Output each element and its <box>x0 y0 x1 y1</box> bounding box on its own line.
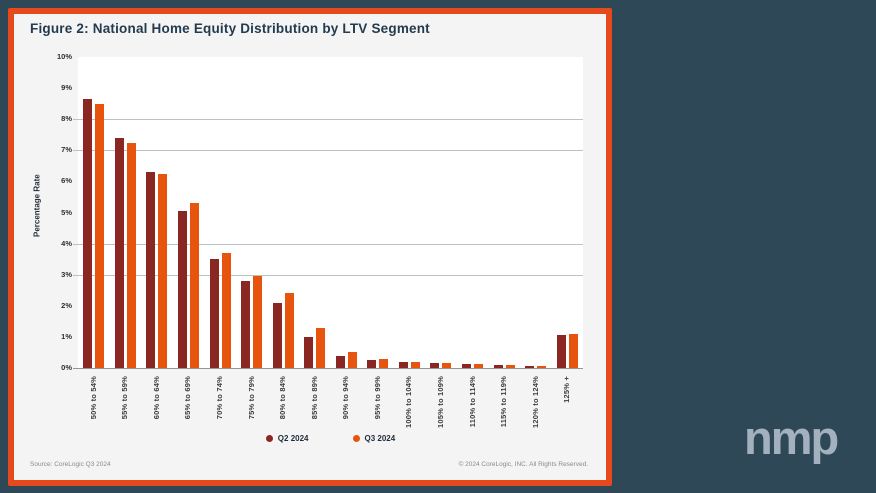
bar-q2-2024-1 <box>114 137 124 368</box>
x-tick-label: 55% to 59% <box>120 376 130 420</box>
legend-dot-icon <box>265 435 273 442</box>
y-tick-label: 3% <box>61 269 72 279</box>
legend: Q2 2024 Q3 2024 <box>78 434 583 443</box>
x-tick-label: 125% + <box>562 376 572 403</box>
y-tick-label: 9% <box>61 83 72 93</box>
nmp-logo: nmp <box>744 411 839 464</box>
y-tick-label: 1% <box>61 331 72 341</box>
bar-q2-2024-15 <box>556 335 566 368</box>
bar-q2-2024-14 <box>525 365 535 368</box>
y-tick-label: 10% <box>56 52 72 61</box>
y-tick-label: 7% <box>61 145 72 155</box>
x-tick-label: 65% to 69% <box>183 376 193 420</box>
legend-label: Q2 2024 <box>277 434 309 443</box>
x-tick-label: 100% to 104% <box>404 376 414 429</box>
bar-q2-2024-0 <box>83 99 93 368</box>
x-tick-label: 60% to 64% <box>151 376 161 420</box>
x-tick-label: 110% to 114% <box>467 376 477 428</box>
x-tick-label: 85% to 89% <box>309 376 319 420</box>
x-tick-label: 120% to 124% <box>530 376 540 429</box>
gridline-7 <box>73 150 583 152</box>
y-tick-label: 2% <box>61 300 72 310</box>
bar-q3-2024-0 <box>95 103 105 368</box>
x-tick-label: 105% to 109% <box>435 376 445 429</box>
x-tick-label: 70% to 74% <box>215 376 225 420</box>
gridline-3 <box>73 274 583 276</box>
x-tick-label: 75% to 79% <box>246 376 256 420</box>
bar-q2-2024-4 <box>209 259 219 368</box>
y-tick-label: 4% <box>61 238 72 248</box>
x-tick-label: 115% to 119% <box>499 376 509 428</box>
legend-item-q3-2024: Q3 2024 <box>352 434 396 443</box>
bar-q3-2024-2 <box>158 173 168 368</box>
bar-q2-2024-2 <box>146 172 156 368</box>
bar-q3-2024-15 <box>568 333 578 368</box>
bar-q2-2024-3 <box>177 210 187 368</box>
gridline-8 <box>73 119 583 121</box>
x-tick-label: 95% to 99% <box>372 376 382 420</box>
source-note: Source: CoreLogic Q3 2024 <box>30 461 111 468</box>
legend-dot-icon <box>352 435 360 442</box>
bar-q2-2024-11 <box>430 363 440 368</box>
bar-q3-2024-9 <box>379 359 389 368</box>
y-tick-label: 6% <box>61 176 72 186</box>
x-axis-baseline <box>73 368 583 369</box>
y-tick-label: 5% <box>61 207 72 217</box>
copyright-note: © 2024 CoreLogic, INC. All Rights Reserv… <box>458 461 588 468</box>
bar-q2-2024-13 <box>493 364 503 368</box>
bar-q2-2024-8 <box>335 355 345 368</box>
bar-q3-2024-8 <box>347 352 357 368</box>
bar-q3-2024-11 <box>442 363 452 368</box>
bar-q2-2024-12 <box>462 364 472 368</box>
legend-label: Q3 2024 <box>364 434 396 443</box>
bar-q3-2024-14 <box>537 365 547 368</box>
x-tick-label: 90% to 94% <box>341 376 351 420</box>
bar-q3-2024-6 <box>284 293 294 368</box>
chart-title: Figure 2: National Home Equity Distribut… <box>30 21 430 36</box>
y-tick-label: 0% <box>61 363 72 372</box>
legend-item-q2-2024: Q2 2024 <box>265 434 309 443</box>
bar-q3-2024-7 <box>316 327 326 368</box>
gridline-4 <box>73 243 583 245</box>
bar-q3-2024-13 <box>505 365 515 368</box>
bar-q3-2024-3 <box>189 203 199 368</box>
bar-q2-2024-9 <box>367 360 377 368</box>
y-tick-label: 8% <box>61 114 72 124</box>
bar-q3-2024-4 <box>221 252 231 368</box>
bar-q2-2024-7 <box>304 336 314 368</box>
bar-q2-2024-6 <box>272 302 282 368</box>
bar-q2-2024-10 <box>398 361 408 368</box>
chart-panel: Figure 2: National Home Equity Distribut… <box>8 8 612 486</box>
x-tick-label: 50% to 54% <box>88 376 98 420</box>
bar-q2-2024-5 <box>241 280 251 368</box>
bar-q3-2024-12 <box>474 364 484 368</box>
x-tick-label: 80% to 84% <box>278 376 288 420</box>
bar-q3-2024-5 <box>253 276 263 368</box>
plot-area <box>73 57 583 369</box>
bar-q3-2024-10 <box>410 361 420 368</box>
bar-q3-2024-1 <box>126 142 136 368</box>
